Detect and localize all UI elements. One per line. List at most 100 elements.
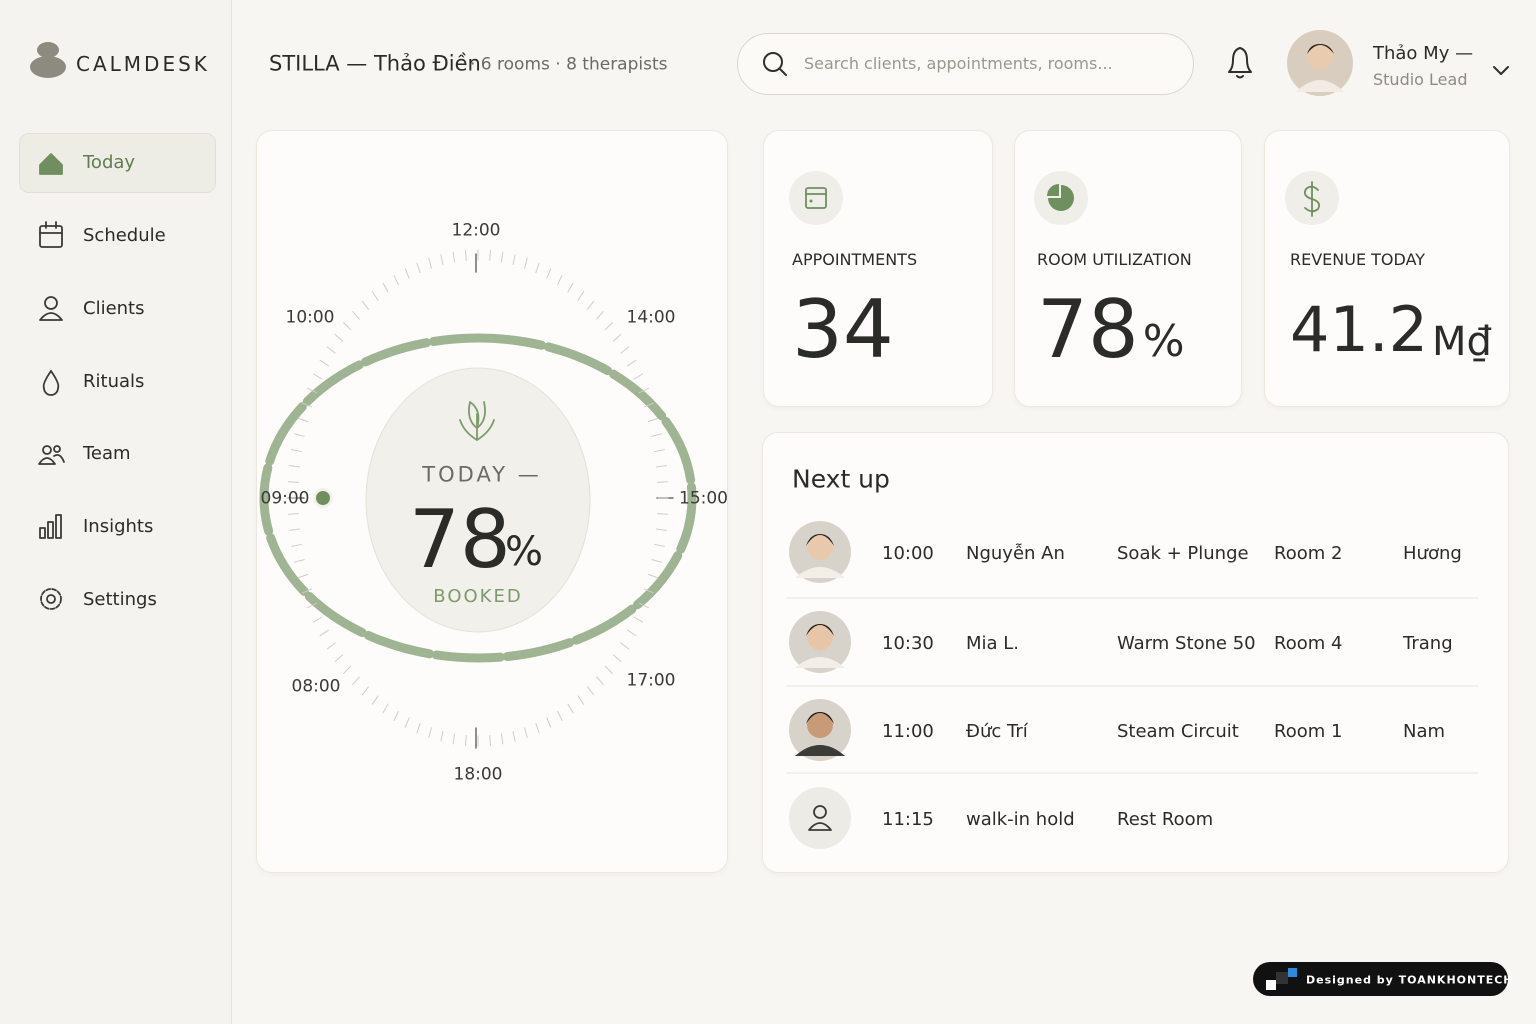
dial-tick [334,654,344,663]
dial-tick [500,733,504,745]
dial-tick [500,251,504,263]
nav-item[interactable]: Clients [83,298,145,319]
row-cell: Nguyễn An [966,543,1065,564]
hour-label: 08:00 [291,676,341,697]
dial-tick [404,268,410,279]
studio-meta: · 6 rooms · 8 therapists [470,54,668,75]
user-name: Thảo My — [1373,43,1474,64]
dial-tick [361,686,369,696]
dial-tick [416,722,421,734]
avatar-face [807,624,833,650]
dial-tick [301,588,313,594]
dial-tick [604,322,613,331]
stat-label: REVENUE TODAY [1290,250,1426,269]
dial-label: BOOKED [433,586,523,607]
dial-tick [546,268,552,279]
row-cell: Nam [1403,721,1446,742]
dial-tick [428,727,432,739]
user-avatar [1287,30,1353,96]
stat-label: ROOM UTILIZATION [1037,250,1192,269]
avatar-body [795,567,845,578]
hour-label: 14:00 [626,307,676,328]
nav-item[interactable]: Team [83,443,131,464]
dial-tick [301,402,313,408]
dial-tick [604,665,613,674]
avatar-hair [806,712,834,724]
dial-tick [654,543,665,547]
dial-tick [489,250,491,262]
dial-tick [587,300,595,310]
dial-tick [352,676,360,685]
avatar-icon [808,822,832,831]
avatar-hair [806,534,834,546]
dial-unit: % [505,529,544,575]
row-cell: Steam Circuit [1117,721,1239,742]
dial-tick [352,311,360,320]
row-cell: Room 1 [1274,721,1343,742]
row-cell: 11:00 [882,721,934,742]
dial-tick [647,574,659,579]
dial-tick [440,254,444,266]
avatar-icon [813,805,827,819]
dial-tick [654,449,665,453]
dial-tick [627,629,637,637]
dial-tick [633,373,644,380]
hour-label: 12:00 [451,220,501,241]
dial-tick [657,513,669,515]
dial-tick [440,730,444,742]
dial-tick [643,402,655,408]
client-avatar [789,787,851,849]
stat-label: APPOINTMENTS [792,250,918,269]
dial-tick [312,616,323,623]
search-box[interactable] [737,33,1194,95]
dial-tick [416,262,421,274]
dial-label: TODAY — [422,462,542,487]
hour-label: 17:00 [626,670,676,691]
dial-tick [596,311,604,320]
dial-tick [612,333,622,342]
section-title: Next up [792,464,890,494]
dial-tick [371,695,379,705]
dial-tick [638,387,649,394]
row-cell: Mia L. [966,633,1020,654]
dial-tick [655,528,667,531]
row-cell: Trang [1403,633,1453,654]
row-cell: Rest Room [1117,809,1214,830]
dial-tick [557,275,563,286]
avatar-face [807,534,833,560]
next-up-card [762,432,1509,873]
dial-tick [647,417,659,422]
stat-value: 41.2 [1290,293,1429,366]
row-cell: Warm Stone 50 [1117,633,1256,654]
designer-badge[interactable] [1253,962,1508,996]
dial-tick [326,642,336,650]
dial-tick [651,559,663,563]
brand-name: CALMDESK [76,52,210,76]
dial-tick [319,359,329,367]
dial-tick [524,257,528,269]
dial-tick [293,433,305,437]
header-icons [763,47,1509,79]
hour-label: 09:00 [260,488,310,509]
dial-tick [512,254,516,266]
dial-tick [297,574,309,579]
hour-label: 18:00 [453,764,503,785]
client-avatar [789,521,851,583]
badge-text: Designed by TOANKHONTECH [1306,973,1514,987]
nav-icons [38,153,65,610]
search-placeholder: Search clients, appointments, rooms... [804,54,1113,73]
dial-tick [489,734,491,746]
nav-item[interactable]: Schedule [83,225,166,246]
dial-tick [452,733,456,745]
dial-tick [312,373,323,380]
nav-item[interactable]: Insights [83,516,154,537]
row-cell: 10:30 [882,633,934,654]
nav-item[interactable]: Settings [83,589,157,610]
dial-tick [343,665,352,674]
dial-tick [638,602,649,609]
row-cell: 10:00 [882,543,934,564]
nav-item[interactable]: Rituals [83,371,145,392]
nav-item[interactable]: Today [83,152,136,173]
